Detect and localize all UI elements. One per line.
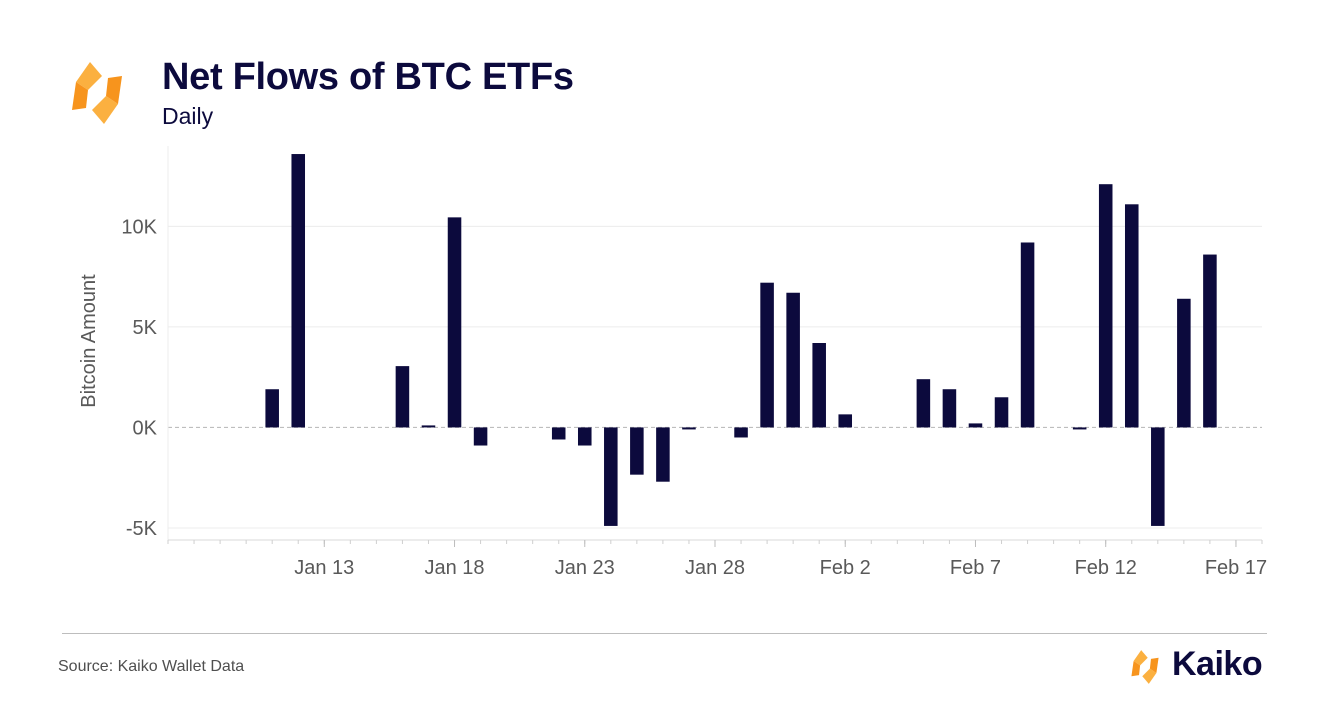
bar bbox=[994, 397, 1009, 428]
x-tick-label: Feb 2 bbox=[820, 557, 871, 579]
bar bbox=[734, 427, 748, 438]
footer-divider bbox=[62, 633, 1267, 634]
x-tick-label: Feb 7 bbox=[950, 557, 1001, 579]
brand-name: Kaiko bbox=[1172, 645, 1263, 683]
bar-chart: -5K 0K 5K 10K Jan 13 Jan 18 Jan 23 Jan 28 Feb 2… bbox=[78, 146, 1267, 579]
brand-lockup: Kaiko bbox=[1126, 645, 1276, 688]
x-tick-label: Feb 17 bbox=[1205, 557, 1267, 579]
kaiko-logo-icon bbox=[72, 62, 122, 124]
bar bbox=[1177, 298, 1191, 428]
bar bbox=[1124, 204, 1139, 428]
bar bbox=[473, 427, 488, 446]
bar bbox=[760, 282, 774, 428]
bar bbox=[656, 427, 670, 482]
bar bbox=[1072, 427, 1087, 430]
bar bbox=[1020, 242, 1035, 428]
y-tick-label: 5K bbox=[133, 317, 158, 339]
bar bbox=[786, 292, 800, 428]
bar bbox=[447, 217, 462, 428]
y-tick-label: 10K bbox=[121, 216, 157, 238]
bars bbox=[265, 154, 1217, 526]
x-tick-label: Jan 28 bbox=[685, 557, 745, 579]
y-tick-label: -5K bbox=[126, 518, 158, 540]
chart-title: Net Flows of BTC ETFs bbox=[162, 56, 574, 98]
bar bbox=[630, 427, 644, 475]
source-note: Source: Kaiko Wallet Data bbox=[58, 658, 245, 675]
bar bbox=[1203, 254, 1217, 428]
y-axis-label: Bitcoin Amount bbox=[78, 274, 100, 408]
bar bbox=[577, 427, 592, 446]
bar bbox=[291, 154, 306, 428]
x-tick-label: Jan 13 bbox=[294, 557, 354, 579]
bar bbox=[838, 414, 853, 428]
chart-subtitle: Daily bbox=[162, 103, 214, 129]
x-tick-label: Jan 18 bbox=[424, 557, 484, 579]
kaiko-brand-icon bbox=[1131, 650, 1159, 684]
gridlines bbox=[167, 146, 1262, 541]
bar bbox=[421, 425, 436, 428]
bar bbox=[682, 427, 696, 430]
bar bbox=[1098, 184, 1113, 428]
bar bbox=[942, 389, 957, 428]
bar bbox=[916, 379, 931, 428]
x-axis-ticks: Jan 13 Jan 18 Jan 23 Jan 28 Feb 2 Feb 7 Feb 12… bbox=[167, 540, 1267, 579]
y-tick-label: 0K bbox=[133, 417, 158, 439]
bar bbox=[968, 423, 983, 428]
bar bbox=[395, 366, 410, 428]
y-axis-ticks: -5K 0K 5K 10K bbox=[121, 216, 157, 540]
bar bbox=[551, 427, 566, 440]
bar bbox=[1151, 427, 1165, 526]
bar bbox=[604, 427, 618, 526]
bar bbox=[812, 343, 826, 428]
x-tick-label: Feb 12 bbox=[1075, 557, 1137, 579]
x-tick-label: Jan 23 bbox=[555, 557, 615, 579]
bar bbox=[265, 389, 279, 428]
